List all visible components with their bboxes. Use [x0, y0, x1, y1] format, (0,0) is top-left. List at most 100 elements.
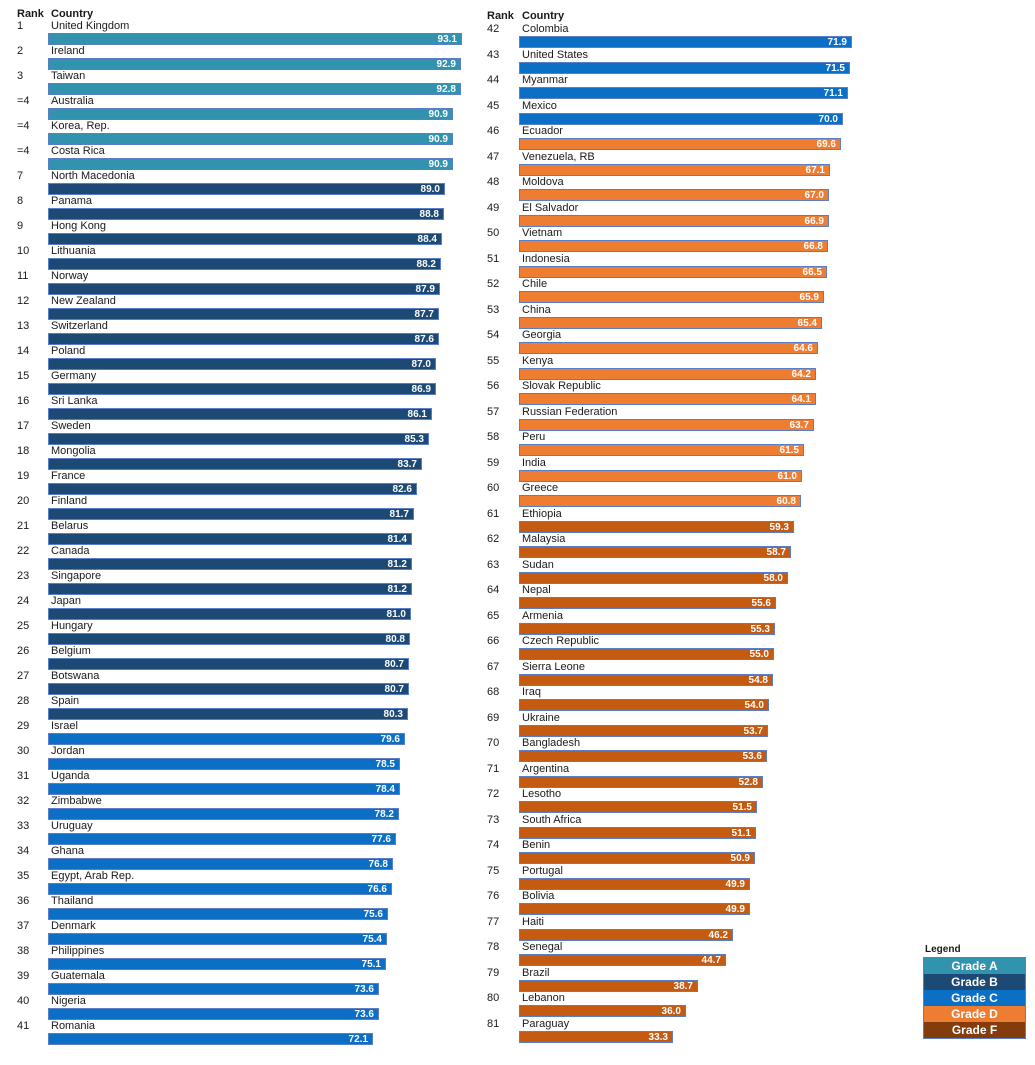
score-bar: 89.0 [48, 183, 445, 195]
country-label: Australia [51, 95, 94, 107]
score-value-label: 51.5 [732, 802, 752, 813]
rank-label: 52 [487, 278, 500, 290]
country-label: Sierra Leone [522, 660, 585, 673]
country-label: Romania [51, 1020, 96, 1032]
country-header-right: Country [522, 10, 565, 22]
score-bar: 76.8 [48, 858, 393, 870]
score-value-label: 90.9 [428, 109, 448, 120]
country-label: Switzerland [51, 320, 108, 332]
rank-label: 73 [487, 813, 500, 826]
score-bar: 54.0 [519, 699, 769, 711]
score-value-label: 89.0 [420, 184, 440, 195]
score-value-label: 58.7 [766, 547, 786, 558]
score-bar: 77.6 [48, 833, 396, 845]
score-bar: 66.9 [519, 214, 829, 227]
score-value-label: 61.0 [777, 470, 797, 482]
rank-label: 19 [17, 470, 30, 482]
rank-label: 14 [17, 345, 30, 357]
rank-label: 27 [17, 670, 30, 682]
rank-label: 17 [17, 420, 30, 432]
score-bar: 87.0 [48, 358, 436, 370]
rank-label: 30 [17, 745, 30, 757]
country-label: Finland [51, 495, 88, 507]
score-value-label: 81.4 [387, 534, 407, 545]
country-label: Taiwan [51, 70, 86, 82]
rank-label: 70 [487, 737, 500, 749]
score-bar: 61.0 [519, 469, 802, 482]
country-label: Ecuador [522, 125, 563, 137]
score-bar: 88.4 [48, 233, 442, 245]
score-bar: 79.6 [48, 733, 405, 745]
score-value-label: 64.1 [791, 394, 811, 405]
country-label: Singapore [51, 570, 102, 582]
score-value-label: 71.9 [827, 37, 847, 48]
country-label: Malaysia [522, 533, 566, 545]
score-bar: 78.2 [48, 808, 399, 820]
country-label: Kenya [522, 354, 554, 367]
score-value-label: 69.6 [816, 139, 836, 150]
country-label: Sudan [522, 558, 554, 571]
rank-label: 10 [17, 245, 30, 257]
score-bar: 75.1 [48, 958, 386, 970]
country-label: Egypt, Arab Rep. [51, 870, 135, 882]
rank-label: 31 [17, 770, 30, 782]
country-label: Greece [522, 482, 559, 494]
score-value-label: 54.8 [748, 674, 768, 686]
country-label: Ireland [51, 45, 85, 57]
score-value-label: 53.6 [742, 751, 762, 762]
rank-label: 11 [17, 270, 29, 282]
score-bar: 81.7 [48, 508, 414, 520]
score-value-label: 46.2 [708, 929, 728, 941]
rank-label: 43 [487, 48, 500, 61]
score-value-label: 88.8 [419, 209, 439, 220]
score-bar: 66.5 [519, 265, 827, 278]
country-label: United Kingdom [51, 20, 130, 32]
score-bar: 64.1 [519, 393, 816, 405]
rank-label: 22 [17, 545, 30, 557]
rank-label: 3 [17, 70, 24, 82]
score-value-label: 54.0 [744, 700, 764, 711]
score-value-label: 80.3 [383, 709, 403, 720]
country-label: Mongolia [51, 445, 96, 457]
rank-label: 75 [487, 864, 500, 877]
score-bar: 50.9 [519, 852, 755, 864]
country-header-left: Country [51, 8, 94, 20]
rank-label: 40 [17, 995, 30, 1007]
score-value-label: 83.7 [397, 459, 417, 470]
country-label: China [522, 303, 551, 316]
score-value-label: 73.6 [354, 1009, 374, 1020]
rank-label: 72 [487, 788, 500, 800]
rank-label: 81 [487, 1017, 500, 1030]
rank-label: 32 [17, 795, 30, 807]
score-bar: 59.3 [519, 520, 794, 533]
score-bar: 80.7 [48, 683, 409, 695]
score-value-label: 73.6 [354, 984, 374, 995]
rank-label: 34 [17, 845, 30, 857]
country-label: Philippines [51, 945, 105, 957]
score-bar: 55.0 [519, 648, 774, 660]
score-bar: 87.9 [48, 283, 440, 295]
country-label: Lesotho [522, 788, 562, 800]
country-label: Lebanon [522, 992, 565, 1004]
score-value-label: 90.9 [428, 159, 448, 170]
score-value-label: 67.0 [804, 190, 824, 201]
score-bar: 67.0 [519, 189, 829, 201]
country-label: Russian Federation [522, 405, 618, 418]
score-bar: 75.6 [48, 908, 388, 920]
rank-label: 46 [487, 125, 500, 137]
score-value-label: 71.1 [823, 88, 843, 99]
country-label: Slovak Republic [522, 380, 601, 392]
country-label: Korea, Rep. [51, 120, 110, 132]
score-bar: 58.7 [519, 546, 791, 558]
score-bar: 90.9 [48, 133, 453, 145]
rank-label: 28 [17, 695, 30, 707]
score-value-label: 67.1 [805, 164, 825, 176]
country-label: South Africa [522, 813, 582, 826]
score-bar: 80.7 [48, 658, 409, 670]
score-value-label: 61.5 [779, 445, 799, 456]
score-bar: 82.6 [48, 483, 417, 495]
score-bar: 53.7 [519, 724, 768, 737]
score-value-label: 55.3 [750, 623, 770, 635]
rank-label: 16 [17, 395, 30, 407]
score-bar: 54.8 [519, 673, 773, 686]
